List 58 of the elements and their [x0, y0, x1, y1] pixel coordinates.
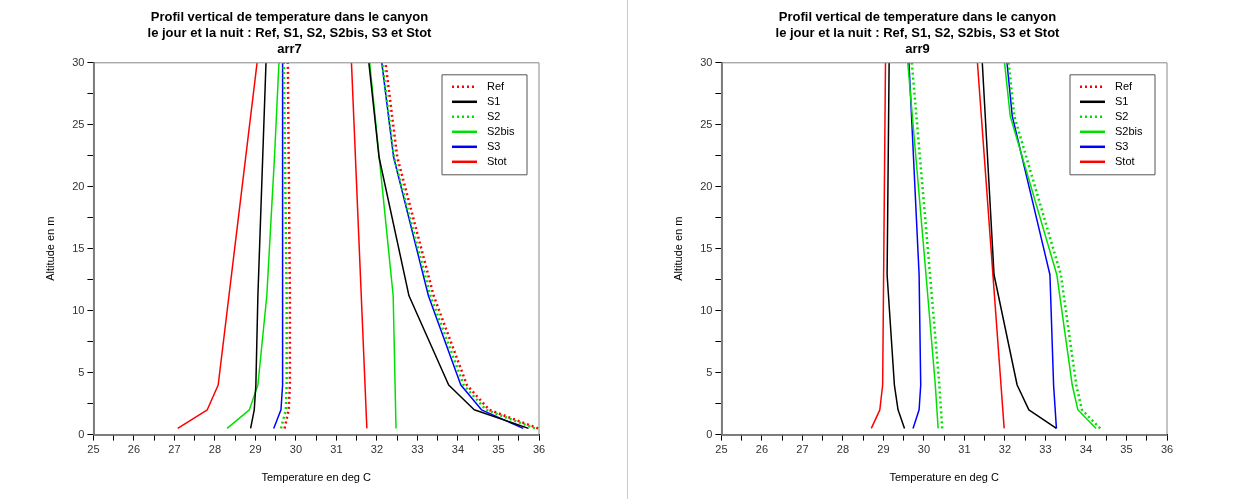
y-tick-label: 10	[72, 303, 85, 316]
y-axis-title: Altitude en m	[671, 216, 684, 281]
x-tick-label: 25	[715, 443, 728, 456]
y-tick-label: 0	[78, 427, 85, 440]
y-axis-title: Altitude en m	[43, 216, 56, 281]
chart-subtitle: arr9	[905, 40, 930, 56]
x-tick-label: 30	[289, 443, 303, 456]
y-tick-label: 25	[700, 117, 713, 130]
legend-label: S1	[487, 94, 501, 107]
legend-label: S2bis	[487, 124, 516, 137]
legend-label: Stot	[1115, 154, 1135, 167]
x-tick-label: 27	[168, 443, 181, 456]
x-tick-label: 33	[411, 443, 424, 456]
x-tick-label: 26	[755, 443, 769, 456]
x-tick-label: 33	[1039, 443, 1052, 456]
x-tick-label: 36	[1160, 443, 1174, 456]
x-tick-label: 31	[958, 443, 971, 456]
chart-subtitle: arr7	[277, 40, 302, 56]
x-axis-title: Temperature en deg C	[889, 471, 999, 484]
legend-label: Ref	[487, 79, 506, 92]
legend-label: S1	[1115, 94, 1129, 107]
x-tick-label: 32	[370, 443, 384, 456]
x-tick-label: 28	[208, 443, 222, 456]
line-series	[283, 62, 292, 430]
y-tick-label: 20	[700, 179, 713, 192]
x-tick-label: 36	[532, 443, 546, 456]
y-tick-label: 5	[706, 365, 713, 378]
x-tick-label: 29	[877, 443, 890, 456]
legend-label: S2	[487, 109, 501, 122]
y-tick-label: 30	[72, 55, 85, 68]
legend-label: Ref	[1115, 79, 1134, 92]
y-tick-label: 15	[700, 241, 713, 254]
y-tick-label: 20	[72, 179, 85, 192]
x-tick-label: 31	[330, 443, 343, 456]
y-tick-label: 30	[700, 55, 713, 68]
x-axis-title: Temperature en deg C	[261, 471, 371, 484]
y-tick-label: 15	[72, 241, 85, 254]
x-tick-label: 29	[249, 443, 262, 456]
legend-label: S2	[1115, 109, 1129, 122]
x-tick-label: 30	[917, 443, 931, 456]
line-series	[279, 62, 288, 430]
x-tick-label: 26	[127, 443, 141, 456]
legend-label: Stot	[487, 154, 507, 167]
x-tick-label: 28	[836, 443, 850, 456]
x-tick-label: 35	[492, 443, 505, 456]
legend-label: S2bis	[1115, 124, 1144, 137]
y-tick-label: 0	[706, 427, 713, 440]
legend-label: S3	[1115, 139, 1129, 152]
x-tick-label: 32	[998, 443, 1012, 456]
x-tick-label: 25	[87, 443, 100, 456]
y-tick-label: 25	[72, 117, 85, 130]
x-tick-label: 34	[451, 443, 465, 456]
x-tick-label: 27	[796, 443, 809, 456]
y-tick-label: 10	[700, 303, 713, 316]
legend-label: S3	[487, 139, 501, 152]
x-tick-label: 34	[1079, 443, 1093, 456]
y-tick-label: 5	[78, 365, 85, 378]
x-tick-label: 35	[1120, 443, 1133, 456]
